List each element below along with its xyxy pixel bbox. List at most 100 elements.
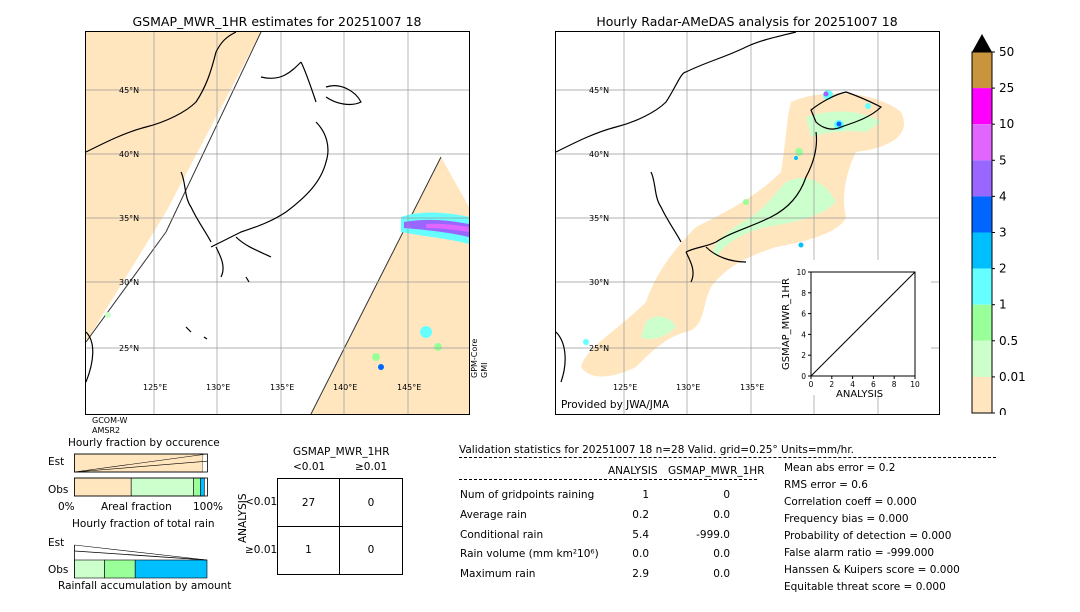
left-lat-label-35: 35°N — [119, 214, 139, 223]
right-lat-label-40: 40°N — [589, 150, 609, 159]
totalrain-row-est: Est — [48, 537, 65, 549]
occurrence-axis-mid: Areal fraction — [101, 501, 172, 513]
totalrain-chart — [73, 533, 208, 579]
left-map-grid — [86, 32, 469, 414]
contingency-col-0: <0.01 — [293, 461, 326, 473]
right-map-canvas: 45°N 40°N 35°N 30°N 25°N 125°E 130°E 135… — [556, 32, 939, 414]
colorbar-svg: 50 25 10 5 4 3 2 1 0.5 0.01 0 — [971, 34, 1026, 420]
colorbar-segment — [972, 160, 992, 197]
right-map-title: Hourly Radar-AMeDAS analysis for 2025100… — [596, 14, 898, 29]
colorbar-segment — [972, 196, 992, 233]
left-lat-label-40: 40°N — [119, 150, 139, 159]
contingency-cell-1-1: 0 — [367, 544, 375, 556]
totalrain-axis-label: Rainfall accumulation by amount — [58, 580, 232, 592]
swath-left — [86, 32, 261, 342]
sensor-left-2: AMSR2 — [92, 426, 121, 435]
right-lon-label-130: 130°E — [676, 383, 700, 392]
fraction-segment — [203, 454, 207, 472]
colorbar-label: 25 — [999, 81, 1014, 95]
scatter-xtick: 6 — [871, 380, 876, 389]
validation-row-analysis: 0.0 — [632, 548, 649, 560]
left-map-coastline — [86, 32, 362, 383]
occurrence-chart — [73, 452, 208, 497]
scatter-ytick: 2 — [801, 351, 806, 360]
colorbar-label: 2 — [999, 262, 1007, 276]
contingency-col-1: ≥0.01 — [355, 461, 388, 473]
colorbar-segment — [972, 52, 992, 89]
fraction-segment — [200, 477, 205, 497]
scatter-xtick: 8 — [892, 380, 897, 389]
swath-right — [311, 157, 469, 414]
colorbar-segment — [972, 340, 992, 377]
validation-row-gsmap: 0.0 — [713, 509, 730, 521]
occurrence-row-est: Est — [48, 456, 65, 468]
colorbar-label: 3 — [999, 226, 1007, 240]
colorbar-segment — [972, 88, 992, 125]
score-pod: Probability of detection = 0.000 — [784, 530, 952, 542]
validation-col-analysis: ANALYSIS — [608, 465, 658, 477]
colorbar-label: 0.5 — [999, 334, 1018, 348]
score-far: False alarm ratio = -999.000 — [784, 547, 935, 559]
fraction-segment — [73, 559, 105, 579]
contingency-row-1: ≥0.01 — [245, 544, 278, 556]
colorbar-label: 50 — [999, 45, 1014, 59]
left-lat-label-30: 30°N — [119, 278, 139, 287]
colorbar-segment — [972, 124, 992, 161]
validation-row-label: Conditional rain — [460, 529, 544, 541]
scatter-ytick: 10 — [796, 268, 806, 277]
sensor-left-1: GCOM-W — [92, 416, 128, 425]
score-rmse: RMS error = 0.6 — [784, 479, 868, 491]
scatter-xtick: 4 — [850, 380, 855, 389]
occurrence-axis-0: 0% — [58, 501, 75, 513]
colorbar-segment — [972, 232, 992, 269]
scatter-xtick: 2 — [829, 380, 834, 389]
fraction-bar-frame — [74, 477, 208, 497]
left-map-canvas: 45°N 40°N 35°N 30°N 25°N 125°E 130°E 135… — [86, 32, 469, 414]
colorbar-label: 4 — [999, 189, 1007, 203]
scatter-ytick: 8 — [801, 289, 806, 298]
left-lat-label-45: 45°N — [119, 86, 139, 95]
colorbar: 50 25 10 5 4 3 2 1 0.5 0.01 0 — [970, 30, 1030, 420]
left-lon-label-145: 145°E — [397, 383, 421, 392]
scatter-inset: 0 0 2 2 4 4 6 6 8 8 10 10 — [781, 260, 931, 395]
validation-row-gsmap: 0 — [723, 489, 730, 501]
totalrain-svg — [73, 544, 208, 579]
colorbar-over-arrow — [972, 34, 992, 52]
validation-divider-top — [459, 457, 996, 458]
occurrence-svg — [73, 453, 208, 497]
left-lon-label-135: 135°E — [270, 383, 294, 392]
sensor-right-1: GPM-Core — [470, 338, 479, 378]
totalrain-row-obs: Obs — [48, 564, 69, 576]
contingency-title: GSMAP_MWR_1HR — [293, 446, 390, 458]
right-lat-label-35: 35°N — [589, 214, 609, 223]
totalrain-title: Hourly fraction of total rain — [72, 518, 215, 530]
scatter-xlabel: ANALYSIS — [836, 389, 884, 400]
validation-row-analysis: 2.9 — [632, 568, 649, 580]
validation-col-gsmap: GSMAP_MWR_1HR — [668, 465, 765, 477]
fraction-segment — [130, 477, 194, 497]
right-lon-label-135: 135°E — [740, 383, 764, 392]
occurrence-title: Hourly fraction by occurence — [68, 437, 220, 449]
colorbar-label: 1 — [999, 298, 1007, 312]
left-lon-label-125: 125°E — [143, 383, 167, 392]
validation-row-gsmap: 0.0 — [713, 568, 730, 580]
left-lon-label-140: 140°E — [333, 383, 357, 392]
validation-row-analysis: 1 — [642, 489, 649, 501]
colorbar-label: 0 — [999, 406, 1007, 415]
validation-row-analysis: 0.2 — [632, 509, 649, 521]
validation-row-label: Rain volume (mm km²10⁶) — [460, 548, 599, 560]
score-hk: Hanssen & Kuipers score = 0.000 — [784, 564, 960, 576]
validation-row-analysis: 5.4 — [632, 529, 649, 541]
fraction-segment — [104, 559, 136, 579]
est-wedge-line — [74, 550, 208, 561]
left-map-title: GSMAP_MWR_1HR estimates for 20251007 18 — [132, 14, 422, 29]
right-map: 45°N 40°N 35°N 30°N 25°N 125°E 130°E 135… — [555, 31, 940, 415]
colorbar-label: 0.01 — [999, 370, 1026, 384]
scatter-diagonal — [810, 271, 916, 377]
validation-row-label: Num of gridpoints raining — [460, 489, 595, 501]
rain-band-heavy — [404, 219, 469, 237]
contingency-table: 27 0 1 0 — [277, 478, 403, 575]
scatter-xtick: 10 — [910, 380, 920, 389]
left-lon-label-130: 130°E — [206, 383, 230, 392]
left-map: 45°N 40°N 35°N 30°N 25°N 125°E 130°E 135… — [85, 31, 470, 415]
